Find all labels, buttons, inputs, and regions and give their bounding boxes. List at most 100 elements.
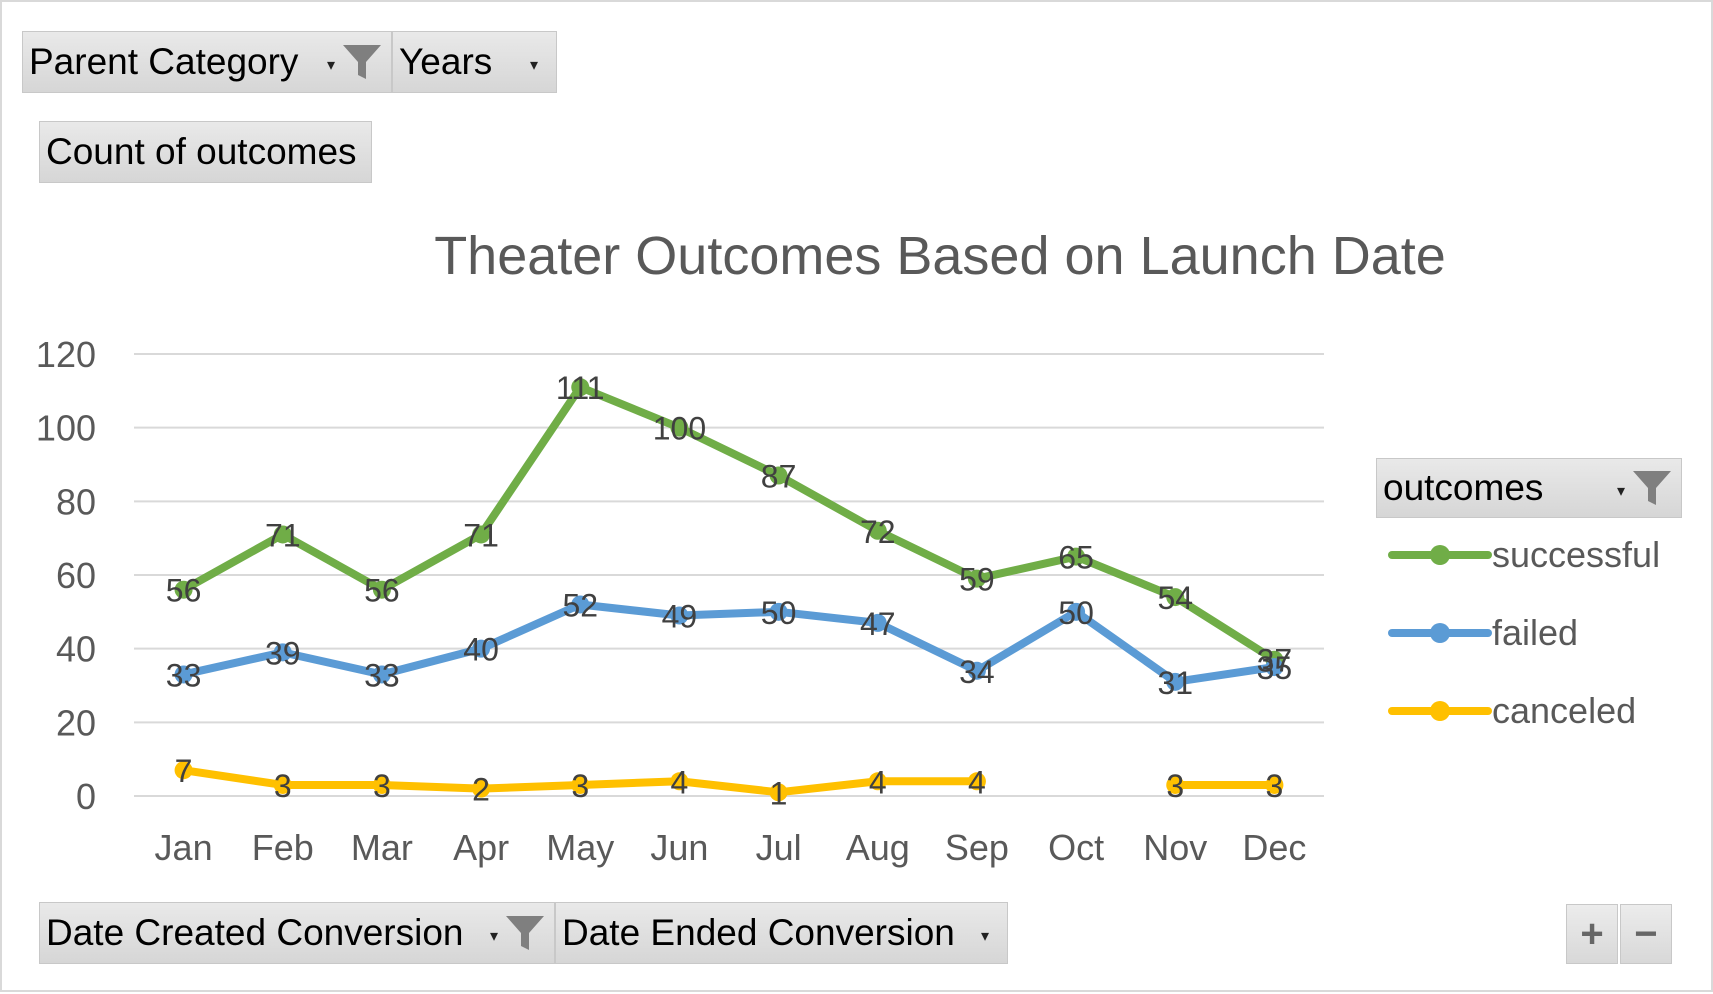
minus-icon: − — [1634, 911, 1658, 956]
data-point-successful — [868, 521, 887, 540]
date-created-conversion-label: Date Created Conversion — [46, 912, 464, 953]
data-label-successful: 87 — [761, 459, 797, 495]
dropdown-arrow-icon: ▾ — [529, 57, 538, 74]
data-label-failed: 31 — [1157, 665, 1193, 701]
y-tick-label: 80 — [56, 481, 96, 522]
x-tick-label: Jul — [756, 827, 802, 868]
data-point-failed — [1265, 658, 1284, 677]
data-point-failed — [571, 595, 590, 614]
data-point-canceled — [868, 772, 887, 791]
data-label-canceled: 3 — [274, 768, 292, 804]
expand-button[interactable]: + — [1566, 904, 1618, 964]
data-point-successful — [769, 466, 788, 485]
data-point-failed — [868, 613, 887, 632]
data-point-successful — [967, 569, 986, 588]
y-axis-ticks: 0 20 40 60 80 100 120 — [36, 334, 96, 817]
data-point-canceled — [670, 772, 689, 791]
data-label-successful: 59 — [959, 562, 995, 598]
data-point-failed — [472, 639, 491, 658]
y-tick-label: 100 — [36, 408, 96, 449]
legend-item-canceled[interactable]: canceled — [1388, 690, 1636, 732]
data-label-failed: 39 — [265, 635, 301, 671]
data-label-canceled: 3 — [571, 768, 589, 804]
data-label-successful: 72 — [860, 514, 896, 550]
data-point-canceled — [472, 779, 491, 798]
legend-marker — [1388, 701, 1492, 721]
years-filter-button[interactable]: Years ▾ — [392, 31, 557, 93]
years-label: Years — [399, 41, 493, 82]
series-line-failed — [179, 600, 1279, 686]
legend-item-successful[interactable]: successful — [1388, 534, 1660, 576]
data-point-failed — [670, 606, 689, 625]
data-label-successful: 56 — [166, 573, 202, 609]
legend-label: failed — [1492, 612, 1579, 653]
value-field-button[interactable]: Count of outcomes — [39, 121, 372, 183]
x-tick-label: Apr — [453, 827, 509, 868]
data-label-successful: 56 — [364, 573, 400, 609]
data-point-failed — [1166, 672, 1185, 691]
data-point-failed — [372, 665, 391, 684]
data-point-successful — [174, 580, 193, 599]
data-label-successful: 54 — [1157, 580, 1193, 616]
data-label-failed: 52 — [562, 587, 598, 623]
y-tick-label: 0 — [76, 776, 96, 817]
data-label-successful: 37 — [1257, 643, 1293, 679]
data-label-canceled: 4 — [671, 764, 689, 800]
data-label-failed: 33 — [364, 657, 400, 693]
data-label-successful: 65 — [1058, 540, 1094, 576]
data-label-canceled: 2 — [472, 772, 490, 808]
data-label-canceled: 3 — [1266, 768, 1284, 804]
data-point-failed — [273, 643, 292, 662]
legend-label: canceled — [1492, 690, 1637, 731]
data-point-successful — [670, 418, 689, 437]
dropdown-arrow-icon: ▾ — [489, 928, 498, 945]
data-label-canceled: 7 — [175, 753, 193, 789]
parent-category-label: Parent Category — [29, 41, 299, 82]
data-label-successful: 111 — [556, 370, 605, 406]
plus-icon: + — [1580, 911, 1604, 956]
outcomes-filter-button[interactable]: outcomes ▾ — [1376, 458, 1682, 518]
series-line-successful — [179, 383, 1279, 664]
data-point-canceled — [769, 783, 788, 802]
data-point-failed — [967, 661, 986, 680]
filter-funnel-icon — [343, 45, 381, 79]
date-ended-conversion-label: Date Ended Conversion — [562, 912, 955, 953]
data-label-successful: 100 — [653, 411, 706, 447]
parent-category-filter-button[interactable]: Parent Category ▾ — [22, 31, 392, 93]
data-point-canceled — [967, 772, 986, 791]
x-tick-label: Nov — [1143, 827, 1207, 868]
data-point-successful — [372, 580, 391, 599]
data-point-canceled — [372, 775, 391, 794]
data-point-canceled — [571, 775, 590, 794]
data-point-successful — [1166, 588, 1185, 607]
dropdown-arrow-icon: ▾ — [326, 57, 335, 74]
data-point-failed — [174, 665, 193, 684]
x-tick-label: Sep — [945, 827, 1009, 868]
chart-title: Theater Outcomes Based on Launch Date — [434, 226, 1446, 286]
series-lines — [174, 378, 1284, 802]
data-label-failed: 34 — [959, 654, 995, 690]
data-label-canceled: 3 — [373, 768, 391, 804]
date-ended-conversion-filter-button[interactable]: Date Ended Conversion ▾ — [555, 902, 1008, 964]
data-point-failed — [769, 602, 788, 621]
x-tick-label: May — [546, 827, 614, 868]
legend-item-failed[interactable]: failed — [1388, 612, 1578, 654]
y-tick-label: 120 — [36, 334, 96, 375]
x-tick-label: Dec — [1242, 827, 1306, 868]
data-point-canceled — [273, 775, 292, 794]
collapse-button[interactable]: − — [1620, 904, 1672, 964]
y-tick-label: 60 — [56, 555, 96, 596]
x-tick-label: Jan — [155, 827, 213, 868]
data-label-canceled: 3 — [1166, 768, 1184, 804]
x-tick-label: Feb — [252, 827, 314, 868]
data-label-canceled: 4 — [968, 764, 986, 800]
data-label-failed: 49 — [662, 599, 698, 635]
data-label-failed: 50 — [1058, 595, 1094, 631]
data-point-successful — [472, 525, 491, 544]
filter-funnel-icon — [1633, 471, 1671, 505]
x-axis-ticks: Jan Feb Mar Apr May Jun Jul Aug Sep Oct Nov Dec — [155, 827, 1307, 868]
series-line-canceled — [179, 766, 1279, 797]
value-field-label: Count of outcomes — [46, 131, 357, 172]
date-created-conversion-filter-button[interactable]: Date Created Conversion ▾ — [39, 902, 555, 964]
